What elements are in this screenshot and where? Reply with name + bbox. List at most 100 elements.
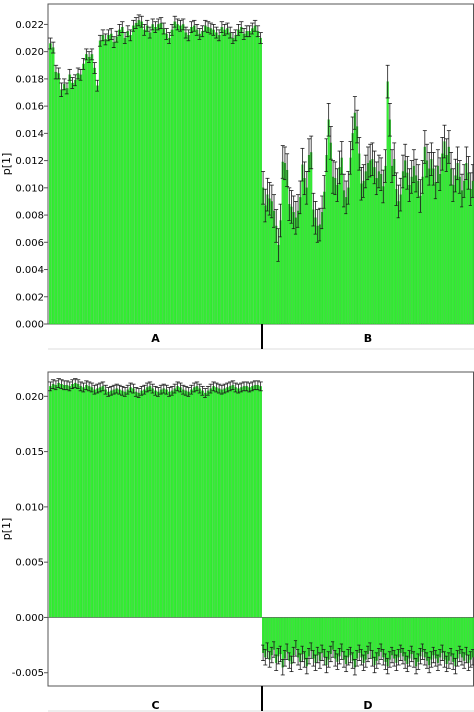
- bar: [126, 389, 130, 618]
- bar: [245, 31, 249, 325]
- bar: [87, 386, 91, 618]
- bar: [151, 24, 155, 325]
- bar-group-C: [48, 378, 263, 618]
- bar: [212, 29, 215, 325]
- bar: [231, 37, 235, 325]
- bar: [226, 28, 229, 325]
- bar: [312, 209, 315, 325]
- bar: [179, 387, 182, 618]
- bar: [187, 391, 191, 618]
- bar: [242, 386, 246, 618]
- bar: [458, 176, 461, 325]
- bar: [401, 171, 405, 325]
- bar: [79, 74, 83, 325]
- bar: [173, 21, 177, 325]
- bar: [54, 385, 58, 618]
- bar: [467, 172, 470, 325]
- bar: [463, 180, 466, 325]
- bar: [118, 29, 121, 325]
- bar: [112, 389, 116, 618]
- bar: [366, 163, 370, 325]
- bar: [206, 26, 210, 325]
- bar: [145, 25, 149, 325]
- bar: [57, 73, 60, 325]
- bar: [104, 39, 108, 325]
- bar: [120, 390, 124, 618]
- bar: [353, 112, 356, 325]
- bar: [465, 163, 468, 325]
- bar: [327, 119, 330, 325]
- bar: [259, 386, 262, 618]
- bar: [239, 387, 243, 618]
- bar: [262, 187, 265, 325]
- bar: [290, 206, 293, 325]
- bar: [388, 119, 391, 325]
- bar: [360, 183, 363, 325]
- bar: [441, 153, 444, 325]
- y-axis-label: p[1]: [0, 153, 13, 176]
- bar: [428, 168, 431, 325]
- bar: [406, 172, 409, 325]
- bar: [281, 161, 284, 325]
- y-tick-label: 0.018: [15, 74, 44, 85]
- bar: [187, 35, 191, 325]
- bar: [140, 21, 143, 325]
- bar: [386, 81, 389, 325]
- bar: [71, 384, 74, 618]
- bar: [338, 167, 341, 325]
- bar: [137, 392, 141, 618]
- bar: [151, 388, 155, 618]
- bar: [206, 390, 210, 618]
- bar: [68, 74, 72, 325]
- bar: [256, 31, 260, 325]
- bar: [390, 165, 394, 325]
- bar: [73, 382, 77, 618]
- bar: [101, 35, 105, 325]
- y-tick-label: 0.010: [15, 183, 44, 194]
- bar: [134, 22, 138, 325]
- bar: [251, 28, 254, 325]
- bar: [132, 25, 135, 325]
- bar: [237, 388, 240, 618]
- bar: [76, 73, 80, 325]
- bar: [310, 152, 313, 325]
- bar: [242, 33, 246, 325]
- bar: [198, 33, 202, 325]
- bar: [93, 389, 96, 618]
- bar: [156, 391, 160, 618]
- y-tick-label: 0.020: [15, 392, 44, 403]
- bar: [143, 29, 146, 325]
- bar: [239, 26, 243, 325]
- bar: [176, 24, 179, 325]
- bar: [299, 197, 302, 325]
- bar: [349, 157, 352, 325]
- group-label-A: A: [151, 332, 160, 345]
- bar: [331, 176, 335, 325]
- bar: [443, 141, 446, 325]
- bar: [325, 154, 328, 325]
- bar: [364, 171, 367, 325]
- bar: [184, 32, 188, 325]
- y-tick-label: 0.016: [15, 102, 44, 113]
- bar: [209, 388, 213, 618]
- bar: [248, 387, 251, 618]
- bar: [286, 169, 289, 325]
- bar: [362, 180, 365, 325]
- bar: [168, 37, 171, 325]
- bar: [305, 187, 308, 325]
- y-tick-label: 0.000: [15, 613, 44, 624]
- bar: [181, 24, 185, 325]
- bar: [393, 159, 396, 325]
- bar: [419, 195, 422, 325]
- bar: [162, 28, 166, 325]
- bar: [301, 164, 304, 325]
- bar: [148, 386, 152, 618]
- bar: [154, 26, 157, 325]
- bar: [132, 388, 135, 618]
- bar: [203, 25, 207, 325]
- bar: [445, 154, 448, 325]
- bar: [192, 25, 196, 325]
- bar: [87, 56, 91, 325]
- bar: [49, 386, 52, 618]
